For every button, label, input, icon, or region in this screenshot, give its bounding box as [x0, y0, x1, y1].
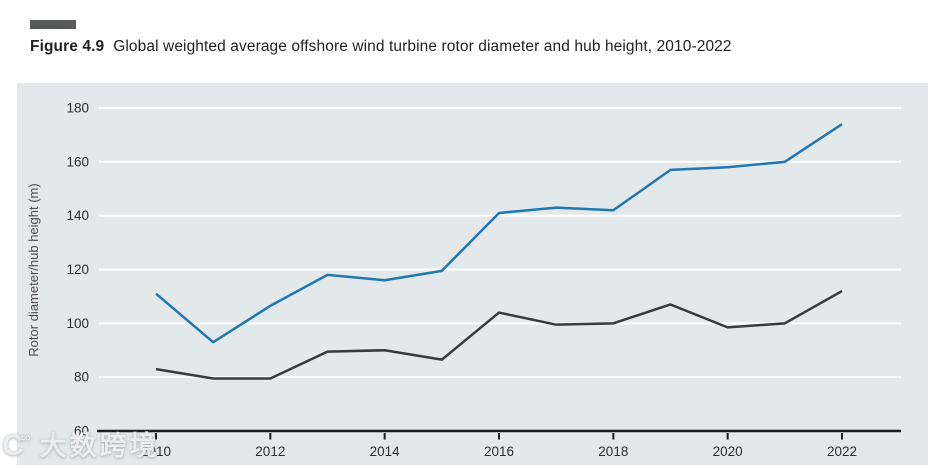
- x-tick-label: 2018: [598, 444, 628, 459]
- line-chart: Rotor diameter/hub height (m) 60 80 100 120…: [26, 101, 901, 459]
- y-tick-label: 140: [66, 208, 89, 223]
- figure-title: Figure 4.9 Global weighted average offsho…: [30, 38, 930, 56]
- y-tick-label: 120: [66, 262, 89, 277]
- figure-title-text: Global weighted average offshore wind tu…: [113, 38, 732, 55]
- series-line-rotor-diameter: [155, 123, 843, 344]
- x-tick-label: 2020: [713, 444, 743, 459]
- chart-panel: Rotor diameter/hub height (m) 60 80 100 120…: [17, 83, 928, 465]
- series-line-hub-height: [155, 289, 843, 380]
- figure-accent-bar: [30, 20, 76, 29]
- y-axis-title: Rotor diameter/hub height (m): [26, 183, 41, 356]
- y-tick-label: 60: [74, 424, 89, 439]
- x-tick-label: 2022: [827, 444, 857, 459]
- x-tick-label: 2016: [484, 444, 514, 459]
- y-tick-label: 80: [74, 370, 89, 385]
- y-tick-label: 160: [66, 154, 89, 169]
- x-tick-label: 2010: [141, 444, 171, 459]
- y-tick-label: 180: [66, 101, 89, 116]
- x-tick-label: 2012: [255, 444, 285, 459]
- x-tick-label: 2014: [370, 444, 401, 459]
- y-tick-label: 100: [66, 316, 89, 331]
- figure-number: Figure 4.9: [30, 38, 105, 55]
